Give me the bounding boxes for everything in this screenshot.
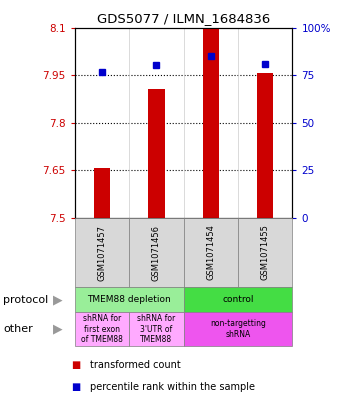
Bar [148,90,165,218]
Text: GSM1071455: GSM1071455 [261,224,270,281]
Text: GSM1071457: GSM1071457 [98,224,106,281]
Bar [203,28,219,218]
Text: ■: ■ [71,360,81,371]
Text: ▶: ▶ [53,323,63,336]
Text: shRNA for
3'UTR of
TMEM88: shRNA for 3'UTR of TMEM88 [137,314,175,344]
Text: GSM1071456: GSM1071456 [152,224,161,281]
Text: control: control [222,295,254,304]
Text: other: other [3,324,33,334]
Text: ■: ■ [71,382,81,392]
Text: shRNA for
first exon
of TMEM88: shRNA for first exon of TMEM88 [81,314,123,344]
Text: protocol: protocol [3,295,49,305]
Bar [257,73,273,218]
Bar [94,168,110,218]
Text: percentile rank within the sample: percentile rank within the sample [90,382,255,392]
Text: TMEM88 depletion: TMEM88 depletion [87,295,171,304]
Text: ▶: ▶ [53,293,63,306]
Text: transformed count: transformed count [90,360,181,371]
Text: GSM1071454: GSM1071454 [206,224,215,281]
Title: GDS5077 / ILMN_1684836: GDS5077 / ILMN_1684836 [97,12,270,25]
Text: non-targetting
shRNA: non-targetting shRNA [210,320,266,339]
